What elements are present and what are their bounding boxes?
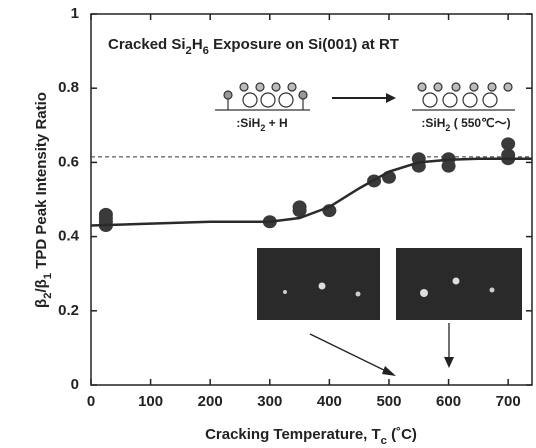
- annotation-part: H: [192, 36, 203, 53]
- data-point: [292, 204, 307, 218]
- x-axis-label-part: Cracking Temperature, T: [205, 426, 381, 443]
- annotation-part: 2: [186, 45, 192, 57]
- x-tick-label: 300: [257, 393, 282, 410]
- inset-label-part: :SiH: [421, 116, 445, 130]
- inset-label-part: 2: [445, 123, 450, 133]
- diffraction-image: [396, 248, 522, 320]
- y-axis-label: β2/β1 TPD Peak Intensity Ratio: [33, 92, 54, 308]
- surface-schematic: [215, 82, 310, 111]
- annotation: Cracked Si2H6 Exposure on Si(001) at RT: [108, 36, 399, 57]
- y-axis-label-part: 1: [42, 273, 54, 279]
- data-point: [501, 137, 516, 151]
- y-tick-label: 0: [71, 376, 79, 393]
- inset-label-part: ( 550℃～): [450, 116, 510, 130]
- x-axis-label-part: (˚C): [387, 426, 417, 443]
- process-arrow: [332, 93, 396, 103]
- x-tick-label: 500: [376, 393, 401, 410]
- y-tick-label: 0.6: [58, 153, 79, 170]
- x-axis-label: Cracking Temperature, Tc (˚C): [205, 426, 417, 447]
- y-tick-label: 0.8: [58, 79, 79, 96]
- annotation-part: Cracked Si: [108, 36, 186, 53]
- y-axis-label-part: β: [33, 299, 50, 308]
- annotation-part: 6: [203, 45, 209, 57]
- y-axis-label-part: /β: [33, 279, 50, 292]
- diffraction-image: [257, 248, 380, 320]
- y-tick-label: 0.2: [58, 302, 79, 319]
- surface-schematic: [412, 82, 515, 111]
- inset-label-part: :SiH: [236, 116, 260, 130]
- x-tick-label: 100: [138, 393, 163, 410]
- inset-label: :SiH2 + H: [236, 116, 287, 133]
- x-tick-label: 600: [436, 393, 461, 410]
- fit-line: [90, 157, 532, 227]
- inset-label-part: + H: [265, 116, 287, 130]
- plot-frame: [90, 13, 533, 386]
- y-axis-label-part: 2: [42, 293, 54, 299]
- x-tick-label: 700: [496, 393, 521, 410]
- y-tick-label: 1: [71, 5, 79, 22]
- x-tick-label: 400: [317, 393, 342, 410]
- x-tick-label: 200: [198, 393, 223, 410]
- y-tick-label: 0.4: [58, 228, 80, 245]
- data-point: [441, 159, 456, 173]
- inset-label-part: 2: [260, 123, 265, 133]
- x-tick-label: 0: [87, 393, 95, 410]
- pointer-arrow: [309, 323, 454, 376]
- inset-label: :SiH2 ( 550℃～): [421, 116, 510, 133]
- y-axis-label-part: TPD Peak Intensity Ratio: [33, 92, 50, 273]
- x-axis-label-part: c: [381, 435, 387, 447]
- annotation-part: Exposure on Si(001) at RT: [209, 36, 399, 53]
